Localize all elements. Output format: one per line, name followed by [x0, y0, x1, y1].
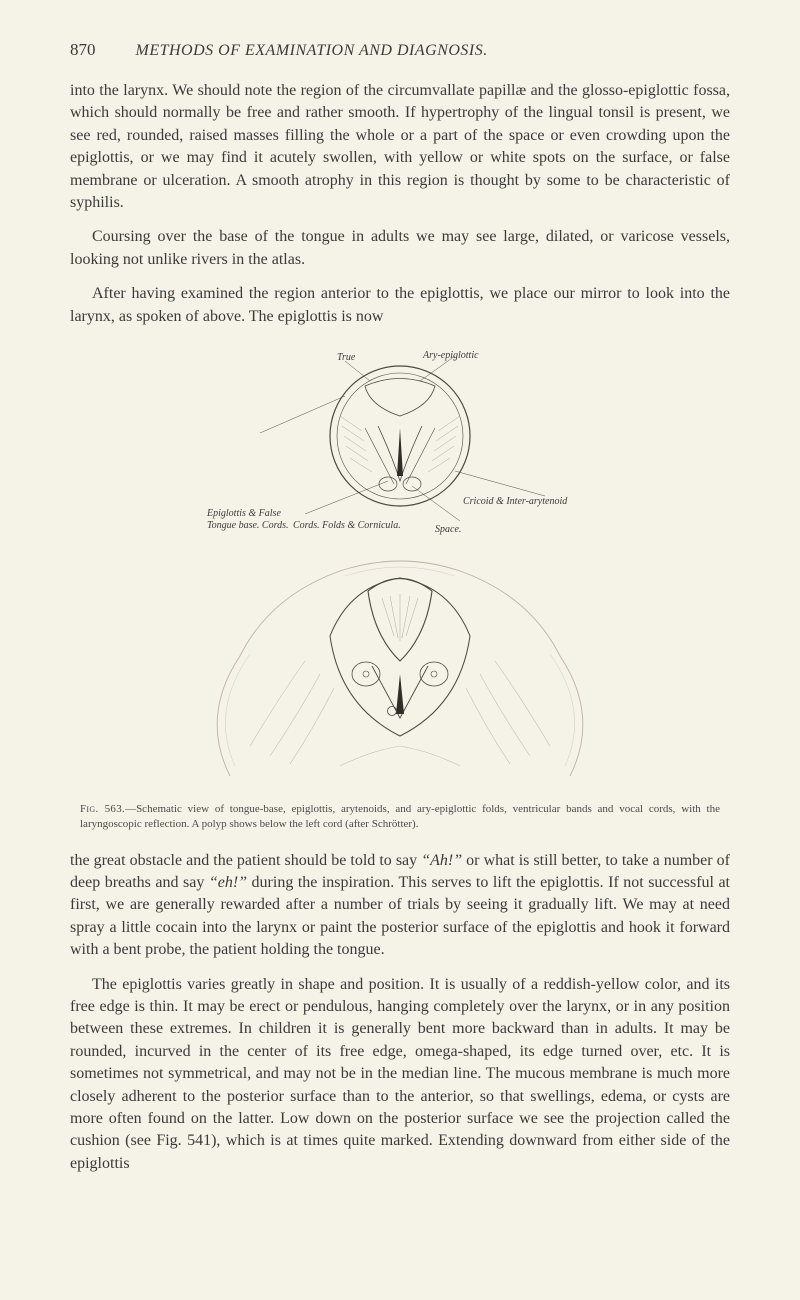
page-number: 870 — [70, 40, 96, 60]
fig-label-6: Cricoid & Inter-arytenoid — [463, 496, 568, 507]
caption-body: —Schematic view of tongue-base, epiglott… — [80, 803, 720, 830]
fig-label-2: Tongue base. Cords. — [207, 520, 289, 531]
page-header: 870 METHODS OF EXAMINATION AND DIAGNOSIS… — [70, 40, 730, 60]
paragraph-1: into the larynx. We should note the regi… — [70, 80, 730, 214]
p4-a: the great obstacle and the patient shoul… — [70, 852, 421, 869]
fig-label-1: Epiglottis & False — [206, 508, 281, 519]
paragraph-4: the great obstacle and the patient shoul… — [70, 850, 730, 962]
p4-d: “eh!” — [209, 874, 247, 891]
fig-label-7: Space. — [435, 524, 461, 535]
fig-label-5: Ary-epiglottic — [422, 350, 479, 361]
paragraph-3: After having examined the region anterio… — [70, 283, 730, 328]
figure-svg: Epiglottis & False Tongue base. Cords. T… — [165, 346, 635, 796]
p4-b: “Ah!” — [421, 852, 462, 869]
fig-label-4: Cords. Folds & Cornicula. — [293, 520, 401, 531]
caption-lead: Fig. 563. — [80, 803, 125, 815]
paragraph-5: The epiglottis varies greatly in shape a… — [70, 974, 730, 1176]
running-title: METHODS OF EXAMINATION AND DIAGNOSIS. — [136, 42, 488, 60]
fig-label-3: True — [337, 352, 356, 363]
paragraph-2: Coursing over the base of the tongue in … — [70, 226, 730, 271]
figure-563: Epiglottis & False Tongue base. Cords. T… — [165, 346, 635, 796]
figure-caption: Fig. 563.—Schematic view of tongue-base,… — [80, 802, 720, 832]
